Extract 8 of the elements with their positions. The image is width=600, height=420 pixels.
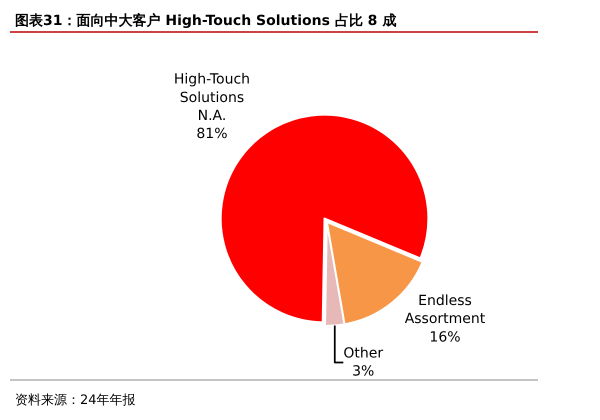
data-label: 3%: [352, 364, 374, 380]
slice-label: High-Touch Solutions N.A.: [174, 72, 250, 124]
data-label: 81%: [196, 126, 228, 142]
text: 资料来源：24年年报: [15, 393, 136, 408]
slice-label: Other: [343, 345, 384, 362]
chart-title: 图表31：面向中大客户 High-Touch Solutions 占比 8 成: [15, 12, 396, 29]
slice-label: Endless Assortment: [404, 292, 486, 328]
data-label: 16%: [429, 329, 461, 346]
